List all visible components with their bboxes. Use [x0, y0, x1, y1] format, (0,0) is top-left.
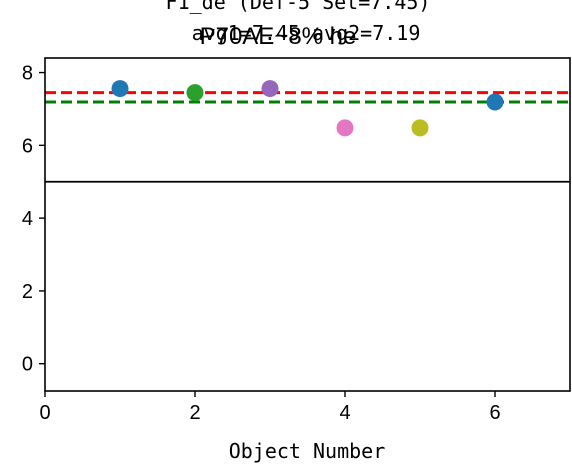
x-axis-label: Object Number: [229, 439, 386, 463]
y-tick-label: 0: [22, 354, 33, 376]
chart-title: F1_de (Def-5 Set=7.45): [166, 0, 431, 14]
data-point-5: [411, 119, 429, 137]
data-point-6: [486, 93, 504, 111]
data-point-2: [186, 84, 204, 102]
x-tick-label: 0: [39, 402, 50, 424]
reference-lines: [45, 91, 570, 183]
y-tick-label: 6: [22, 135, 33, 157]
x-tick-label: 4: [339, 402, 350, 424]
data-point-4: [336, 119, 354, 137]
data-points: [111, 80, 504, 137]
x-axis-ticks: 0 2 4 6: [39, 391, 501, 424]
plot-frame: [44, 57, 571, 392]
y-tick-label: 8: [22, 63, 33, 85]
y-tick-label: 4: [22, 208, 33, 230]
chart-subtitle: avg1=7.45 avg2=7.19: [192, 21, 421, 45]
y-tick-label: 2: [22, 281, 33, 303]
y-axis-ticks: 0 2 4 6 8: [22, 63, 45, 376]
x-tick-label: 2: [189, 402, 200, 424]
chart-overlap-title: P70AE~8% he: [200, 23, 357, 50]
data-point-1: [111, 80, 129, 98]
data-point-3: [261, 80, 279, 98]
x-tick-label: 6: [489, 402, 500, 424]
